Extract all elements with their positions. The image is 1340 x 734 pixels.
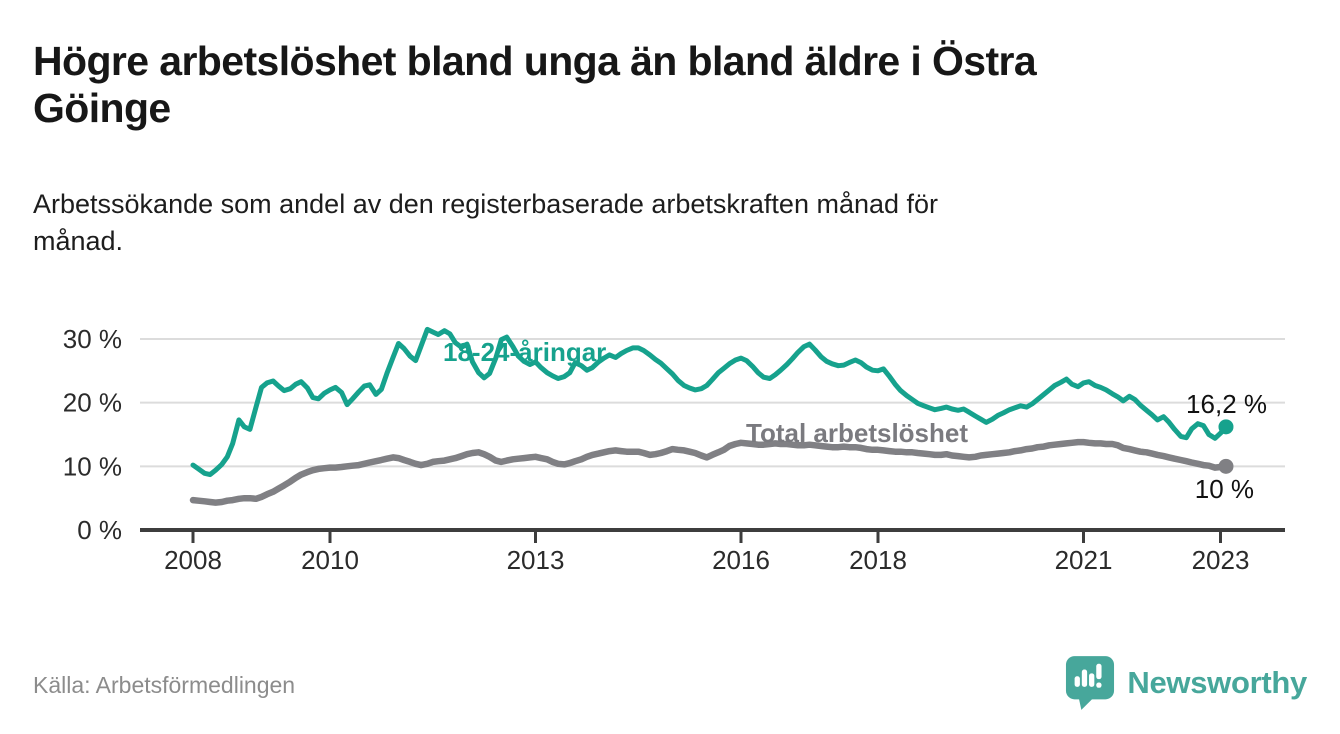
y-tick-label: 20 % [63,388,122,418]
series-line-total [189,438,1230,506]
y-tick-label: 10 % [63,451,122,481]
x-tick-label: 2018 [849,545,907,575]
x-tick-label: 2021 [1055,545,1113,575]
brand-name: Newsworthy [1127,665,1307,700]
page-title-line-1: Högre arbetslöshet bland unga än bland ä… [33,38,1037,84]
x-tick-label: 2010 [301,545,359,575]
series-line-youth [190,326,1229,478]
x-tick-label: 2013 [507,545,565,575]
bar-chart-speech-bubble-icon [1066,656,1115,710]
source-note: Källa: Arbetsförmedlingen [33,672,296,698]
end-label-total: 10 % [1195,474,1254,504]
page-title-line-2: Göinge [33,85,171,131]
y-tick-label: 0 % [77,515,122,545]
x-tick-label: 2023 [1192,545,1250,575]
line-chart: 0 % 10 % 20 % 30 % 2008 2010 2013 2016 2018 2021 2… [63,324,1285,575]
page-subtitle: Arbetssökande som andel av den registerb… [33,186,938,260]
end-label-youth: 16,2 % [1186,389,1267,419]
page-subtitle-line-1: Arbetssökande som andel av den registerb… [33,189,939,219]
x-tick-label: 2008 [164,545,222,575]
brand-lockup: Newsworthy [1065,652,1307,714]
series-label-youth: 18-24-åringar [443,337,606,367]
page-subtitle-line-2: månad. [33,226,124,256]
series-label-total: Total arbetslöshet [746,418,968,448]
y-tick-label: 30 % [63,324,122,354]
series-end-dot-total [1218,458,1234,474]
page-title: Högre arbetslöshet bland unga än bland ä… [33,38,1037,132]
x-tick-label: 2016 [712,545,770,575]
series-end-dot-youth [1218,419,1234,435]
